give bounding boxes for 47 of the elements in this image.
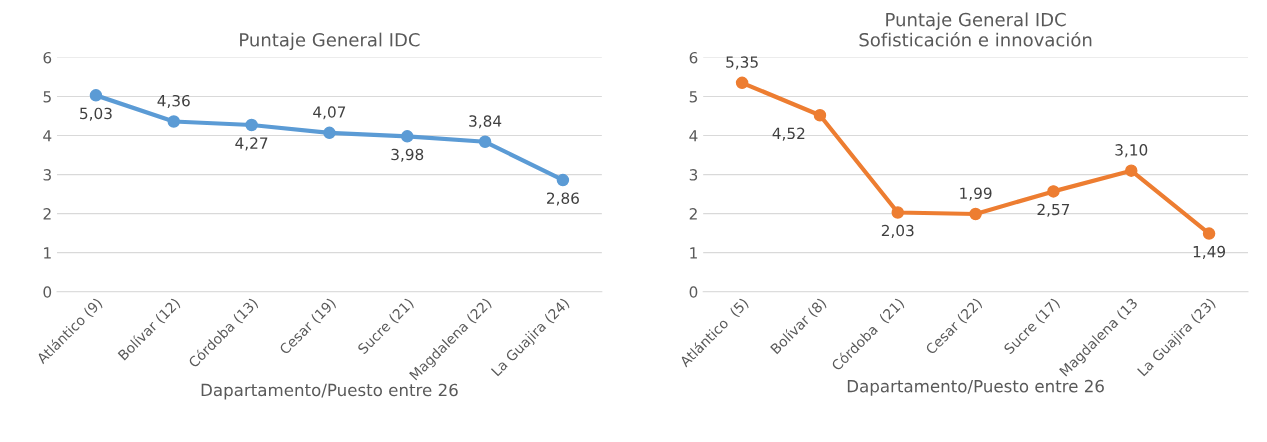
- chart-subtitle: Sofisticación e innovación: [859, 31, 1092, 47]
- y-tick-label: 4: [689, 130, 698, 142]
- data-label: 3,10: [1115, 144, 1148, 158]
- point: [323, 126, 336, 140]
- point: [969, 207, 982, 221]
- y-tick-label: 1: [690, 247, 697, 259]
- data-label: 2,57: [1037, 203, 1070, 217]
- point: [891, 206, 905, 219]
- point: [735, 76, 749, 90]
- data-label: 2,03: [881, 224, 914, 238]
- data-label: 1,99: [960, 187, 992, 201]
- y-tick-label: 4: [43, 130, 52, 142]
- y-tick-label: 6: [43, 51, 52, 64]
- point: [813, 108, 827, 122]
- data-label: 4,36: [157, 94, 190, 109]
- chart-title: Puntaje General IDC: [886, 12, 1066, 30]
- y-tick-label: 0: [43, 286, 52, 298]
- data-label: 1,49: [1193, 245, 1226, 259]
- data-label: 4,27: [235, 137, 268, 151]
- point: [556, 173, 570, 187]
- chart-title: Puntaje General IDC: [240, 32, 420, 51]
- data-label: 3,84: [469, 115, 502, 129]
- y-tick-label: 1: [44, 247, 51, 259]
- y-tick-label: 2: [689, 208, 697, 220]
- data-label: 5,03: [80, 107, 112, 121]
- point: [89, 89, 103, 102]
- y-tick-label: 0: [689, 286, 698, 298]
- point: [1202, 227, 1216, 240]
- point: [478, 135, 492, 149]
- y-tick-label: 3: [43, 169, 51, 181]
- data-label: 2,86: [547, 192, 579, 206]
- data-label: 3,98: [391, 148, 424, 162]
- data-label: 4,52: [772, 127, 805, 141]
- point: [167, 115, 181, 128]
- point: [1124, 164, 1138, 177]
- x-axis-title: Dapartamento/Puesto entre 26: [847, 379, 1104, 396]
- point: [1047, 185, 1060, 198]
- y-tick-label: 5: [43, 91, 51, 103]
- y-tick-label: 5: [689, 91, 697, 103]
- x-axis-title: Dapartamento/Puesto entre 26: [201, 383, 458, 400]
- data-label: 5,35: [726, 56, 758, 70]
- y-tick-label: 3: [689, 169, 698, 181]
- data-label: 4,07: [313, 106, 346, 120]
- point: [400, 130, 414, 143]
- y-tick-label: 6: [689, 51, 698, 64]
- y-tick-label: 2: [43, 208, 51, 220]
- point: [245, 118, 258, 132]
